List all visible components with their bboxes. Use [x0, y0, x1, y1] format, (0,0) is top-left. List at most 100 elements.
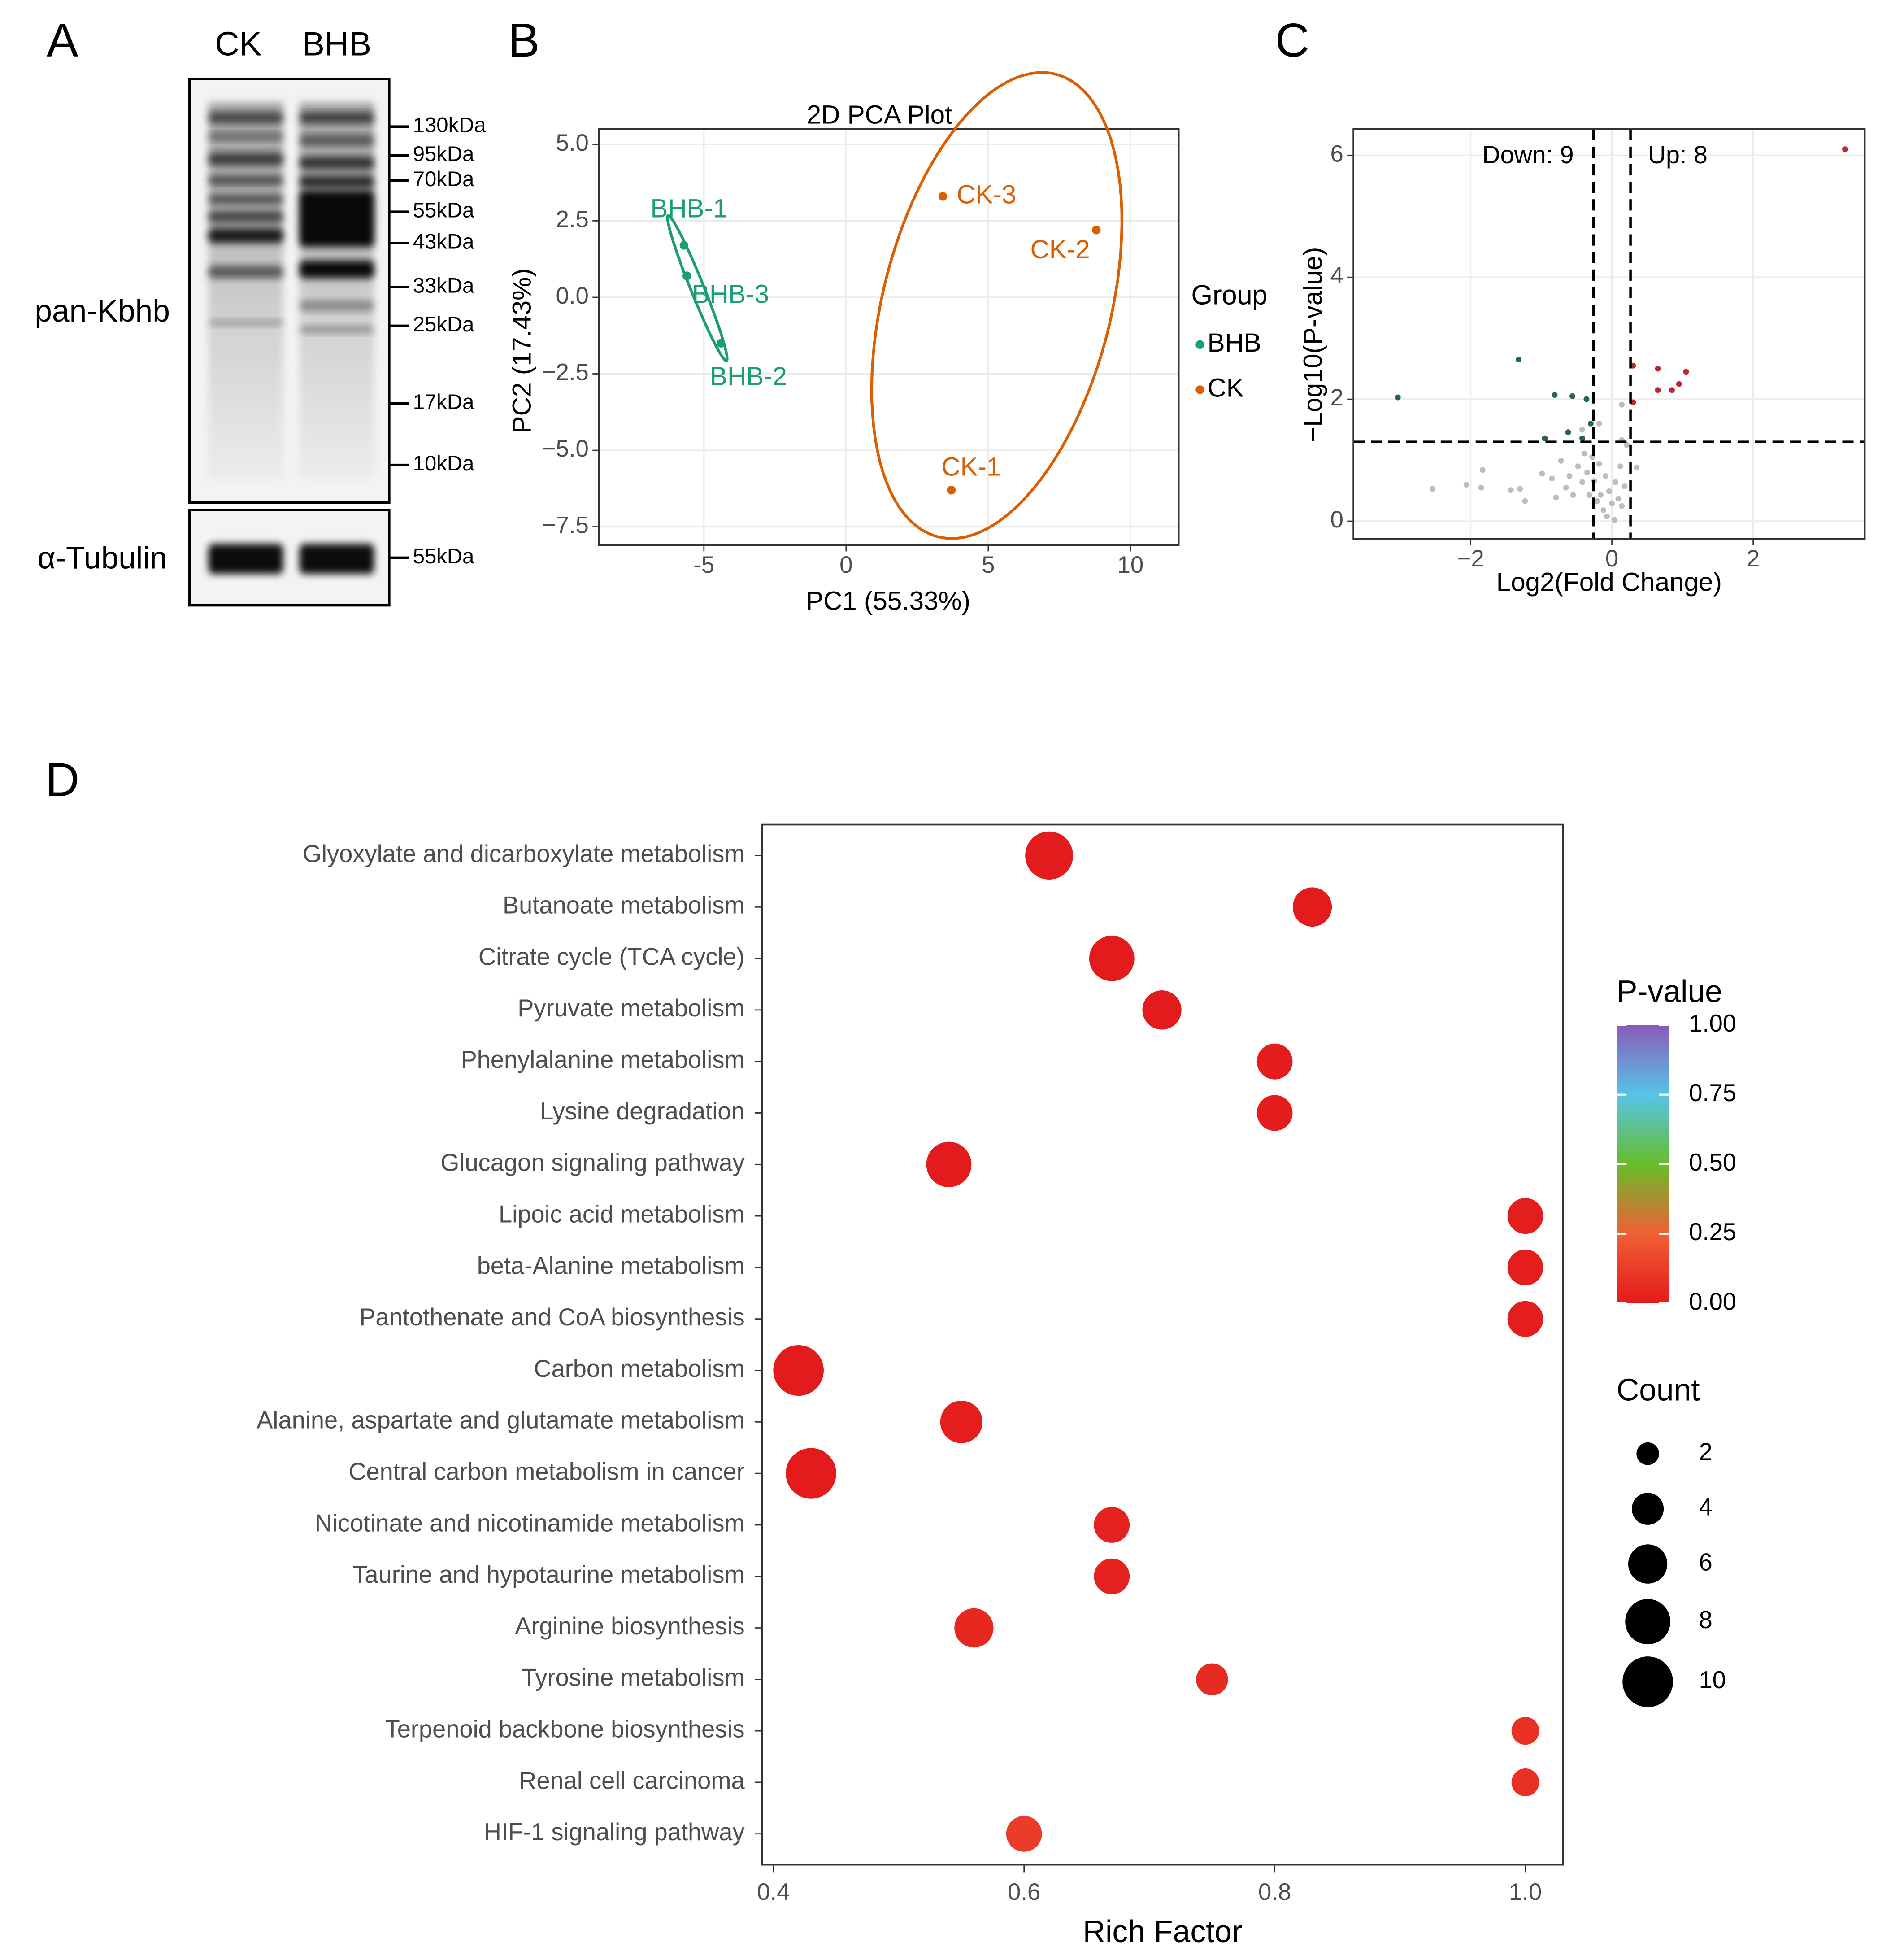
y-tick-label: Glucagon signaling pathway — [440, 1149, 745, 1176]
volcano-point — [1563, 484, 1569, 491]
volcano-point — [1683, 369, 1689, 375]
x-tick-label: 0.6 — [1008, 1879, 1040, 1905]
x-axis-title: Log2(Fold Change) — [1496, 567, 1722, 597]
colorbar-label: 0.00 — [1689, 1288, 1736, 1315]
confidence-ellipse — [666, 214, 729, 362]
volcano-point — [1594, 498, 1600, 504]
y-tick-label: Renal cell carcinoma — [519, 1767, 745, 1794]
band — [299, 301, 374, 311]
panel-label: D — [45, 753, 79, 806]
colorbar-label: 0.75 — [1689, 1079, 1736, 1106]
band — [299, 175, 374, 188]
bubble — [1094, 1507, 1130, 1543]
y-tick-label: −2.5 — [542, 359, 589, 385]
lane-label: BHB — [302, 25, 371, 62]
volcano-point — [1598, 492, 1604, 498]
volcano-point — [1584, 469, 1590, 475]
band — [299, 113, 374, 123]
x-tick-label: 1.0 — [1509, 1879, 1542, 1905]
y-tick-label: Citrate cycle (TCA cycle) — [478, 943, 745, 970]
y-tick-label: Alanine, aspartate and glutamate metabol… — [256, 1407, 744, 1434]
volcano-point — [1613, 479, 1618, 485]
marker-label: 95kDa — [413, 142, 474, 166]
band — [299, 544, 374, 574]
pca-point — [679, 241, 689, 250]
volcano-point — [1581, 450, 1587, 457]
volcano-point — [1624, 442, 1630, 448]
confidence-ellipse — [870, 71, 1123, 540]
legend-label: BHB — [1208, 328, 1261, 357]
size-legend-swatch — [1625, 1599, 1670, 1645]
volcano-point — [1586, 492, 1592, 498]
volcano-point — [1552, 392, 1558, 398]
bubble — [1511, 1717, 1539, 1745]
annotation: Up: 8 — [1648, 141, 1708, 169]
y-tick-label: Central carbon metabolism in cancer — [348, 1458, 744, 1485]
volcano-point — [1596, 461, 1602, 467]
y-tick-label: 0 — [1330, 506, 1343, 533]
volcano-point — [1565, 429, 1571, 435]
band — [208, 544, 283, 574]
volcano-point — [1553, 494, 1559, 501]
volcano-point — [1634, 464, 1640, 470]
marker-label: 43kDa — [413, 230, 474, 254]
volcano-point — [1539, 470, 1545, 477]
plot-border — [761, 823, 1564, 1866]
volcano-point — [1522, 498, 1528, 504]
bubble — [926, 1141, 972, 1187]
y-tick-label: Tyrosine metabolism — [522, 1664, 744, 1691]
y-tick-label: HIF-1 signaling pathway — [484, 1818, 745, 1846]
y-tick-label: −7.5 — [542, 512, 589, 538]
volcano-point — [1621, 483, 1628, 489]
bubble — [1142, 990, 1182, 1030]
volcano-point — [1596, 421, 1602, 427]
band — [208, 228, 283, 244]
volcano-point — [1609, 501, 1615, 507]
bubble — [1256, 1095, 1293, 1131]
volcano-point — [1617, 463, 1623, 470]
lane-label: CK — [215, 25, 261, 62]
point-label: BHB-1 — [651, 194, 728, 223]
x-tick-label: −2 — [1457, 545, 1484, 572]
colorbar-label: 0.50 — [1689, 1149, 1736, 1176]
legend-swatch — [1195, 340, 1204, 349]
x-tick-label: -5 — [693, 552, 714, 578]
bubble — [786, 1448, 836, 1499]
y-tick-label: Arginine biosynthesis — [515, 1612, 745, 1640]
marker-label: 70kDa — [413, 167, 474, 191]
marker-label: 17kDa — [413, 390, 474, 414]
volcano-point — [1655, 366, 1661, 372]
bubble — [1196, 1663, 1228, 1696]
bubble — [954, 1608, 994, 1648]
y-tick-label: 0.0 — [556, 283, 588, 309]
volcano-point — [1669, 387, 1675, 393]
volcano-point — [1655, 387, 1661, 393]
marker-label: 25kDa — [413, 313, 474, 336]
volcano-point — [1603, 473, 1608, 479]
point-label: CK-1 — [941, 453, 1001, 482]
pca-point — [717, 339, 726, 348]
band — [299, 261, 374, 279]
y-tick-label: 5.0 — [556, 130, 588, 156]
volcano-point — [1566, 473, 1573, 479]
volcano-point — [1579, 427, 1585, 433]
bubble — [1507, 1301, 1543, 1337]
bubble — [773, 1345, 824, 1396]
bubble — [1006, 1816, 1042, 1852]
volcano-point — [1842, 146, 1848, 152]
marker-label: 33kDa — [413, 274, 474, 297]
band — [299, 190, 374, 247]
legend-swatch — [1195, 385, 1204, 394]
bubble — [1507, 1198, 1543, 1234]
legend-title: Group — [1191, 279, 1267, 310]
volcano-point — [1478, 484, 1484, 491]
chart-title: 2D PCA Plot — [807, 100, 952, 129]
size-legend-title: Count — [1617, 1372, 1700, 1407]
band — [208, 210, 283, 223]
size-legend-label: 10 — [1699, 1666, 1726, 1694]
colorbar-label: 1.00 — [1689, 1010, 1736, 1037]
band — [208, 266, 283, 279]
size-legend-swatch — [1631, 1493, 1664, 1525]
pca-point — [1092, 226, 1101, 235]
row-label: pan-Kbhb — [35, 293, 170, 328]
